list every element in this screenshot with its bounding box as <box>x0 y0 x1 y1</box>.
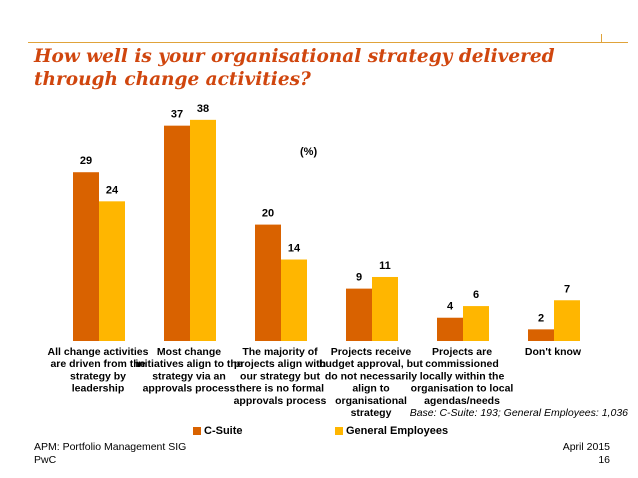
legend: C-Suite General Employees <box>0 425 638 441</box>
legend-label-general: General Employees <box>346 425 449 437</box>
bar-general-5 <box>554 300 580 341</box>
bar-csuite-5 <box>528 329 554 341</box>
page-number: 16 <box>598 454 610 466</box>
bar-csuite-1 <box>164 125 190 341</box>
data-label-general-5: 7 <box>564 283 570 295</box>
footer-right: April 2015 16 <box>563 441 610 467</box>
unit-label: (%) <box>300 146 318 158</box>
data-label-general-4: 6 <box>473 289 479 301</box>
top-accent-line <box>28 42 628 43</box>
footer-left: APM: Portfolio Management SIG PwC <box>34 441 186 467</box>
data-label-csuite-3: 9 <box>356 272 362 284</box>
legend-label-csuite: C-Suite <box>204 425 243 437</box>
data-label-csuite-4: 4 <box>447 301 454 313</box>
data-label-csuite-1: 37 <box>171 109 183 121</box>
legend-item-general: General Employees <box>335 425 448 437</box>
legend-swatch-csuite <box>193 427 201 435</box>
category-label-0: All change activities are driven from the… <box>48 346 149 395</box>
bar-general-3 <box>372 276 398 341</box>
data-label-general-0: 24 <box>106 184 119 196</box>
category-label-3: Projects receive budget approval, but do n… <box>319 346 423 419</box>
top-accent-tick <box>601 34 602 43</box>
bar-csuite-0 <box>73 172 99 341</box>
bar-general-0 <box>99 201 125 341</box>
footer-date: April 2015 <box>562 441 610 453</box>
bar-csuite-3 <box>346 288 372 341</box>
data-label-general-2: 14 <box>288 243 301 255</box>
legend-item-csuite: C-Suite <box>193 425 243 437</box>
bar-csuite-4 <box>437 317 463 341</box>
category-label-5: Don't know <box>525 346 582 358</box>
chart-title: How well is your organisational strategy… <box>34 46 555 90</box>
data-label-general-1: 38 <box>197 103 209 115</box>
data-label-csuite-5: 2 <box>538 312 544 324</box>
category-label-1: Most change initiatives align to the strat… <box>135 346 243 395</box>
footer-company: PwC <box>34 454 57 466</box>
bar-general-2 <box>281 259 307 341</box>
footer-source: APM: Portfolio Management SIG <box>34 441 187 453</box>
data-label-general-3: 11 <box>379 260 391 272</box>
data-label-csuite-0: 29 <box>80 155 92 167</box>
category-label-4: Projects are commissioned locally within t… <box>411 346 514 407</box>
bar-csuite-2 <box>255 224 281 341</box>
bar-general-4 <box>463 306 489 341</box>
bar-general-1 <box>190 119 216 341</box>
data-label-csuite-2: 20 <box>262 208 274 220</box>
base-note: Base: C-Suite: 193; General Employees: 1… <box>409 407 628 419</box>
category-label-2: The majority of projects align with our st… <box>234 346 327 407</box>
legend-swatch-general <box>335 427 343 435</box>
